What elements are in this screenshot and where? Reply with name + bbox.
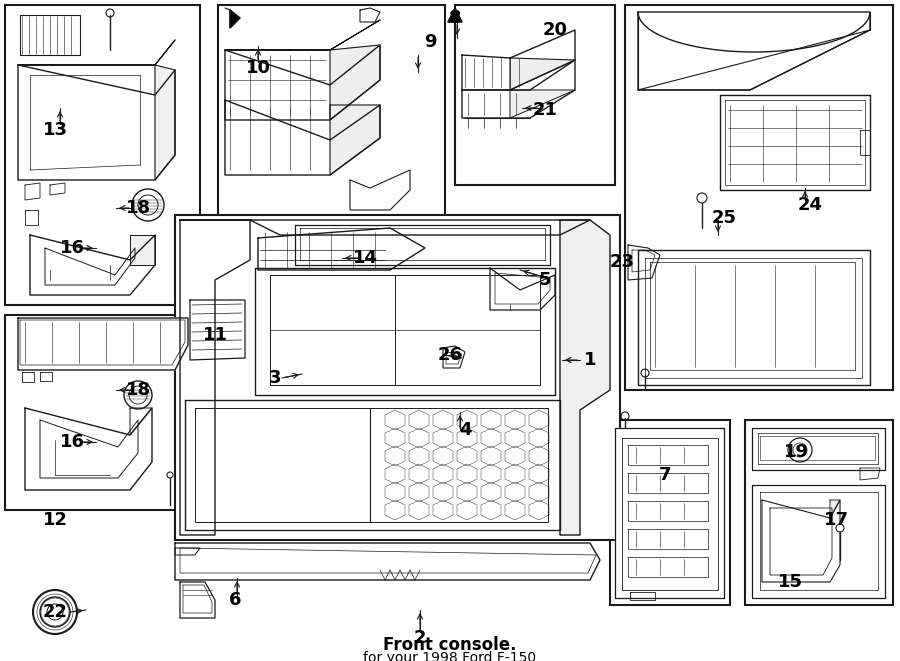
Polygon shape	[350, 170, 410, 210]
Polygon shape	[25, 408, 152, 490]
Polygon shape	[155, 65, 175, 180]
Polygon shape	[638, 250, 870, 385]
Polygon shape	[20, 15, 80, 55]
Polygon shape	[560, 220, 610, 535]
Text: 10: 10	[246, 59, 271, 77]
Polygon shape	[30, 235, 155, 295]
Polygon shape	[720, 95, 870, 190]
Polygon shape	[130, 235, 155, 265]
Bar	[5, 5, 200, 305]
Polygon shape	[258, 228, 425, 270]
Text: for your 1998 Ford F-150: for your 1998 Ford F-150	[364, 651, 536, 661]
Text: 15: 15	[778, 573, 803, 591]
Text: 25: 25	[712, 209, 736, 227]
Text: 24: 24	[797, 196, 823, 214]
Polygon shape	[615, 428, 724, 598]
Polygon shape	[752, 485, 885, 598]
Bar	[610, 420, 730, 605]
Polygon shape	[762, 500, 840, 582]
Text: 11: 11	[202, 326, 228, 344]
Polygon shape	[330, 105, 380, 175]
Text: 6: 6	[229, 591, 241, 609]
Text: Front console.: Front console.	[383, 636, 517, 654]
Polygon shape	[175, 543, 600, 580]
Polygon shape	[230, 10, 240, 28]
Polygon shape	[185, 400, 560, 530]
Text: 18: 18	[125, 199, 150, 217]
Text: 7: 7	[659, 466, 671, 484]
Text: 16: 16	[59, 239, 85, 257]
Text: 22: 22	[42, 603, 68, 621]
Polygon shape	[225, 100, 380, 175]
Text: 20: 20	[543, 21, 568, 39]
Bar	[625, 5, 893, 390]
Text: 16: 16	[59, 433, 85, 451]
Bar	[745, 420, 893, 605]
Bar	[455, 5, 615, 185]
Polygon shape	[225, 45, 380, 120]
Polygon shape	[18, 65, 175, 180]
Polygon shape	[180, 220, 590, 235]
Text: 23: 23	[609, 253, 634, 271]
Text: 13: 13	[42, 121, 68, 139]
Text: 2: 2	[414, 629, 427, 647]
Text: 4: 4	[459, 421, 472, 439]
Polygon shape	[490, 268, 555, 310]
Polygon shape	[255, 268, 555, 395]
Polygon shape	[18, 318, 188, 370]
Text: 1: 1	[584, 351, 596, 369]
Text: 5: 5	[539, 271, 551, 289]
Polygon shape	[628, 245, 660, 280]
Polygon shape	[462, 60, 575, 118]
Polygon shape	[180, 220, 250, 535]
Text: 19: 19	[784, 443, 808, 461]
Bar	[218, 5, 445, 220]
Polygon shape	[638, 12, 870, 90]
Circle shape	[836, 524, 844, 532]
Bar	[5, 315, 200, 510]
Text: 12: 12	[42, 511, 68, 529]
Polygon shape	[752, 428, 885, 470]
Text: 3: 3	[269, 369, 281, 387]
Polygon shape	[330, 45, 380, 120]
Polygon shape	[462, 30, 575, 90]
Polygon shape	[180, 582, 215, 618]
Text: 8: 8	[449, 9, 462, 27]
Text: 18: 18	[125, 381, 150, 399]
Polygon shape	[295, 225, 550, 265]
Bar	[175, 215, 620, 540]
Polygon shape	[190, 300, 245, 360]
Text: 17: 17	[824, 511, 849, 529]
Polygon shape	[448, 8, 462, 22]
Polygon shape	[510, 90, 575, 118]
Text: 14: 14	[353, 249, 377, 267]
Polygon shape	[510, 58, 575, 90]
Polygon shape	[443, 346, 465, 368]
Text: 21: 21	[533, 101, 557, 119]
Text: 26: 26	[437, 346, 463, 364]
Polygon shape	[830, 500, 840, 518]
Text: 9: 9	[424, 33, 436, 51]
Circle shape	[697, 193, 707, 203]
Polygon shape	[360, 8, 380, 22]
